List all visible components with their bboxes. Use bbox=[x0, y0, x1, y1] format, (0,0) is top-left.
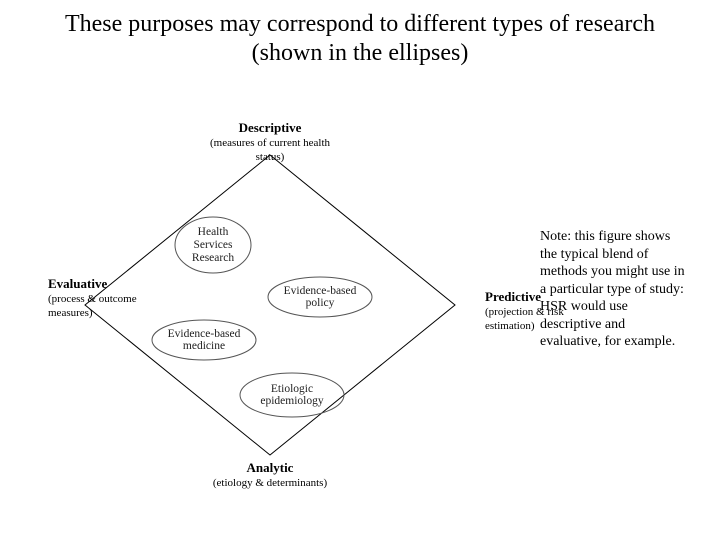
ellipse-ebpolicy bbox=[268, 277, 372, 317]
side-note: Note: this figure shows the typical blen… bbox=[540, 228, 685, 351]
vertex-bottom-sub: (etiology & determinants) bbox=[213, 477, 327, 489]
vertex-top-title: Descriptive bbox=[239, 120, 302, 135]
page-title: These purposes may correspond to differe… bbox=[0, 0, 720, 68]
vertex-right-title: Predictive bbox=[485, 289, 541, 304]
vertex-left-sub: (process & outcome measures) bbox=[48, 293, 137, 319]
diagram: Descriptive (measures of current health … bbox=[40, 125, 500, 495]
ellipse-etio bbox=[240, 373, 344, 417]
vertex-left-title: Evaluative bbox=[48, 276, 107, 291]
ellipse-hsr bbox=[175, 217, 251, 273]
vertex-bottom-title: Analytic bbox=[247, 460, 294, 475]
vertex-top: Descriptive (measures of current health … bbox=[200, 121, 340, 164]
ellipses-group bbox=[152, 217, 372, 417]
vertex-top-sub: (measures of current health status) bbox=[210, 137, 330, 163]
ellipse-ebm bbox=[152, 320, 256, 360]
vertex-bottom: Analytic (etiology & determinants) bbox=[190, 461, 350, 490]
vertex-left: Evaluative (process & outcome measures) bbox=[48, 277, 168, 320]
